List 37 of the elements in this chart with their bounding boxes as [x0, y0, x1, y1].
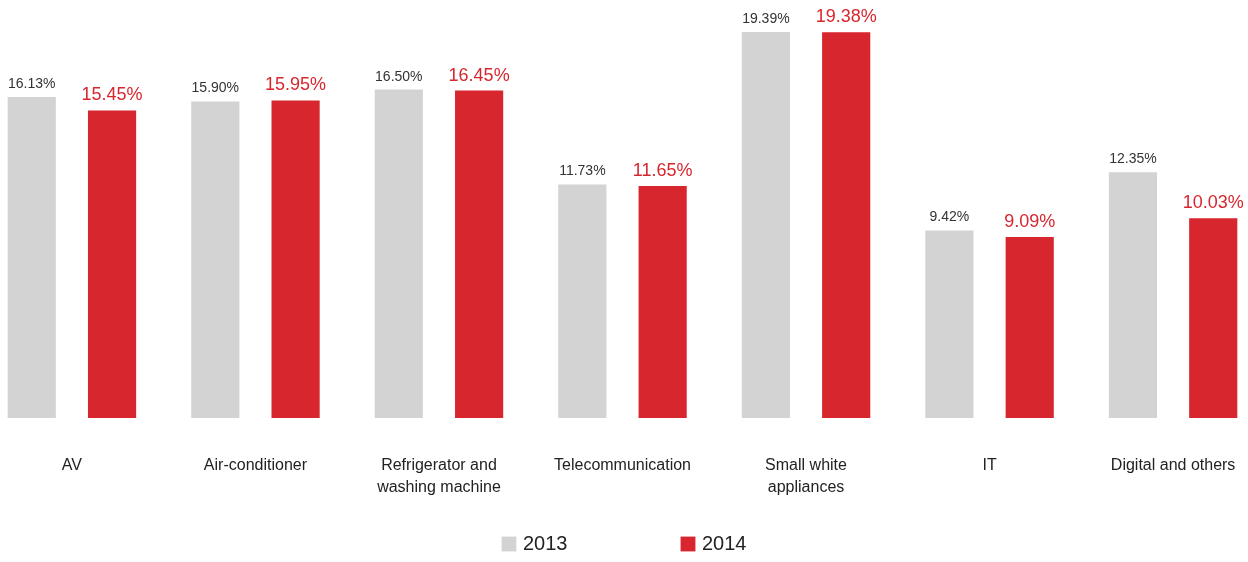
legend-label: 2013	[523, 532, 568, 554]
legend-label: 2014	[702, 532, 747, 554]
x-tick-label: Refrigerator and washing machine	[376, 455, 501, 495]
data-label: 16.50%	[375, 67, 423, 84]
data-label: 10.03%	[1182, 192, 1244, 213]
bar	[925, 230, 974, 418]
data-label: 15.45%	[81, 84, 143, 105]
bar	[558, 184, 607, 418]
bar	[374, 89, 423, 418]
bar	[1005, 237, 1054, 418]
bar	[638, 186, 687, 418]
data-label: 11.65%	[632, 160, 693, 181]
bar	[7, 96, 56, 418]
x-tick-label: Small white appliances	[765, 455, 848, 495]
x-tick-label: AV	[61, 455, 83, 473]
data-label: 11.73%	[559, 162, 606, 179]
x-tick-label: Telecommunication	[554, 455, 691, 473]
bar	[455, 90, 504, 418]
bar	[87, 110, 137, 418]
data-label: 19.39%	[742, 10, 790, 26]
bar	[822, 32, 871, 418]
bar	[741, 32, 790, 418]
data-label: 15.90%	[191, 79, 240, 96]
data-label: 15.95%	[265, 74, 327, 95]
bar	[1189, 218, 1238, 418]
bar	[271, 100, 320, 418]
x-tick-label: IT	[982, 455, 997, 473]
data-label: 9.42%	[929, 208, 970, 225]
data-label: 16.13%	[8, 74, 56, 91]
x-tick-label: Digital and others	[1110, 455, 1236, 473]
data-label: 19.38%	[815, 6, 877, 27]
data-label: 9.09%	[1004, 211, 1056, 232]
bar	[1108, 172, 1158, 418]
data-label: 12.35%	[1109, 150, 1157, 167]
bar	[191, 101, 240, 418]
x-tick-label: Air-conditioner	[203, 455, 308, 473]
data-label: 16.45%	[448, 64, 510, 85]
